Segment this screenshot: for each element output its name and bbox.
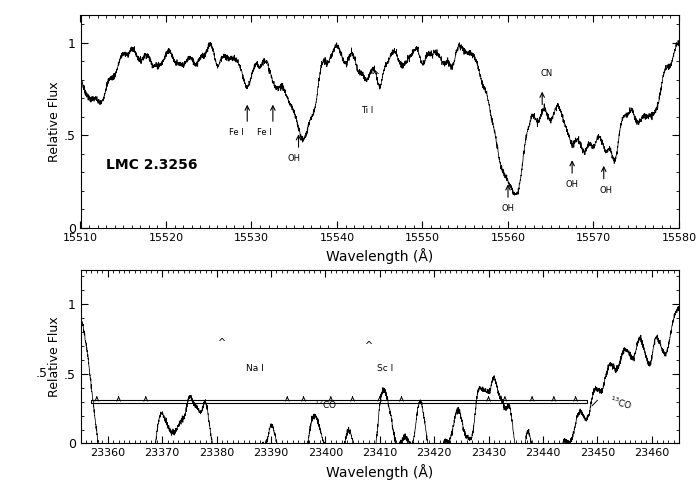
Y-axis label: Relative Flux: Relative Flux [48, 316, 61, 397]
Text: OH: OH [566, 180, 579, 189]
Text: ^: ^ [218, 338, 226, 348]
Text: ^: ^ [365, 341, 373, 351]
Text: $^{12}$CO: $^{12}$CO [314, 398, 337, 411]
Text: Fe I: Fe I [257, 128, 272, 137]
Text: OH: OH [501, 204, 514, 213]
Text: Ti I: Ti I [360, 106, 373, 115]
Bar [92, 400, 587, 403]
Text: Na I: Na I [246, 364, 263, 373]
Text: OH: OH [288, 154, 301, 163]
Text: .5: .5 [36, 368, 48, 380]
Text: ^: ^ [371, 71, 380, 81]
Text: $^{13}$CO: $^{13}$CO [608, 394, 634, 412]
Text: OH: OH [600, 186, 612, 195]
Text: Sc I: Sc I [377, 364, 393, 373]
Text: Fe I: Fe I [229, 128, 244, 137]
Text: CN: CN [540, 69, 552, 78]
X-axis label: Wavelength (Å): Wavelength (Å) [326, 464, 433, 480]
Y-axis label: Relative Flux: Relative Flux [48, 81, 61, 162]
X-axis label: Wavelength (Å): Wavelength (Å) [326, 248, 433, 264]
Text: LMC 2.3256: LMC 2.3256 [106, 158, 197, 172]
